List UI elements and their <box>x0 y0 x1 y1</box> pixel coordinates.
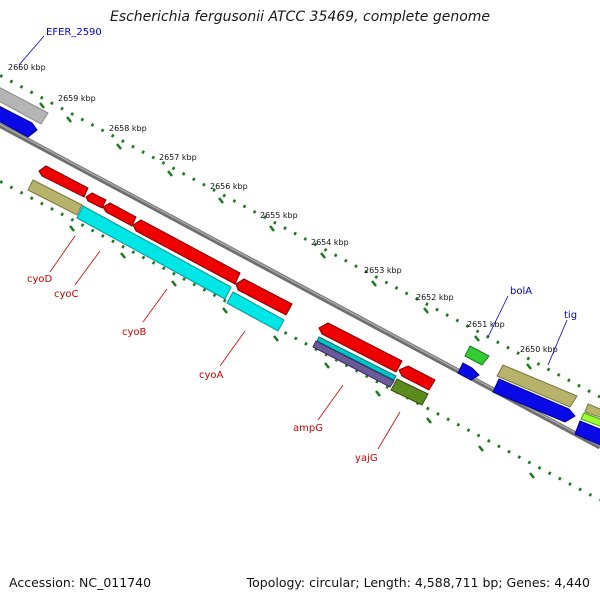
forward-gene-arrow <box>574 420 600 446</box>
lime-feature-block <box>580 412 600 427</box>
map-title: Escherichia fergusonii ATCC 35469, compl… <box>109 9 491 25</box>
reverse-gene-arrow <box>318 322 403 373</box>
label-connector <box>49 235 76 273</box>
tick-label: 2656 kbp <box>210 182 248 191</box>
forward-features <box>0 87 600 446</box>
gene-label-yajg[interactable]: yajG <box>355 453 378 464</box>
purple-feature-block <box>312 340 395 388</box>
gray-feature-block <box>0 87 49 125</box>
khaki-feature-block <box>584 403 600 418</box>
tick-label: 2654 kbp <box>311 238 349 247</box>
reverse-gene-arrow <box>132 219 241 285</box>
tick-label: 2655 kbp <box>260 211 298 220</box>
label-connector <box>317 384 344 421</box>
gene-label-bola[interactable]: bolA <box>510 286 532 297</box>
gene-label-cyod[interactable]: cyoD <box>27 274 53 285</box>
tick-label: 2657 kbp <box>159 153 197 162</box>
label-connector <box>142 288 168 323</box>
tick-labels: 2660 kbp 2659 kbp 2658 kbp 2657 kbp 2656… <box>8 63 558 354</box>
forward-gene-arrow <box>0 106 38 138</box>
accession-text: Accession: NC_011740 <box>9 575 152 590</box>
label-connector <box>547 319 568 366</box>
tick-label: 2651 kbp <box>467 320 505 329</box>
tick-label: 2653 kbp <box>364 266 402 275</box>
tick-label: 2658 kbp <box>109 124 147 133</box>
cyan-feature-block <box>316 336 397 381</box>
reverse-gene-arrow <box>235 278 293 316</box>
tick-label: 2660 kbp <box>8 63 46 72</box>
reverse-gene-arrow <box>38 165 89 198</box>
tick-marks <box>39 102 535 479</box>
cyan-feature-block <box>226 291 285 332</box>
forward-gene-arrow <box>492 378 576 423</box>
reverse-gene-arrow <box>85 192 107 209</box>
genome-summary-text: Topology: circular; Length: 4,588,711 bp… <box>246 575 590 590</box>
label-connector <box>219 330 246 367</box>
tick-label: 2652 kbp <box>416 293 454 302</box>
label-connector <box>377 411 401 450</box>
label-connector <box>18 35 45 66</box>
reverse-gene-arrow <box>102 202 137 227</box>
reverse-gene-arrow <box>398 365 436 391</box>
reverse-features <box>27 165 436 406</box>
forward-gene-arrow <box>457 362 480 381</box>
khaki-feature-block <box>496 364 578 408</box>
reverse-gene-labels: cyoD cyoC cyoB cyoA ampG yajG <box>27 235 401 464</box>
gene-label-efer2590[interactable]: EFER_2590 <box>46 27 102 38</box>
gene-label-cyob[interactable]: cyoB <box>122 327 147 338</box>
tick-label: 2650 kbp <box>520 345 558 354</box>
forward-gene-labels: EFER_2590 bolA tig <box>18 27 577 366</box>
olive-feature-block <box>390 378 429 406</box>
gene-label-cyoa[interactable]: cyoA <box>199 370 224 381</box>
label-connector <box>74 250 101 286</box>
tick-label: 2659 kbp <box>58 94 96 103</box>
gene-label-ampg[interactable]: ampG <box>293 423 323 434</box>
gene-label-cyoc[interactable]: cyoC <box>54 289 79 300</box>
outer-tick-track <box>0 73 600 502</box>
gene-label-tig[interactable]: tig <box>564 310 577 321</box>
label-connector <box>487 295 509 338</box>
khaki-feature-block <box>27 179 83 216</box>
green-feature-block <box>464 345 490 366</box>
cyan-feature-block <box>76 205 232 300</box>
